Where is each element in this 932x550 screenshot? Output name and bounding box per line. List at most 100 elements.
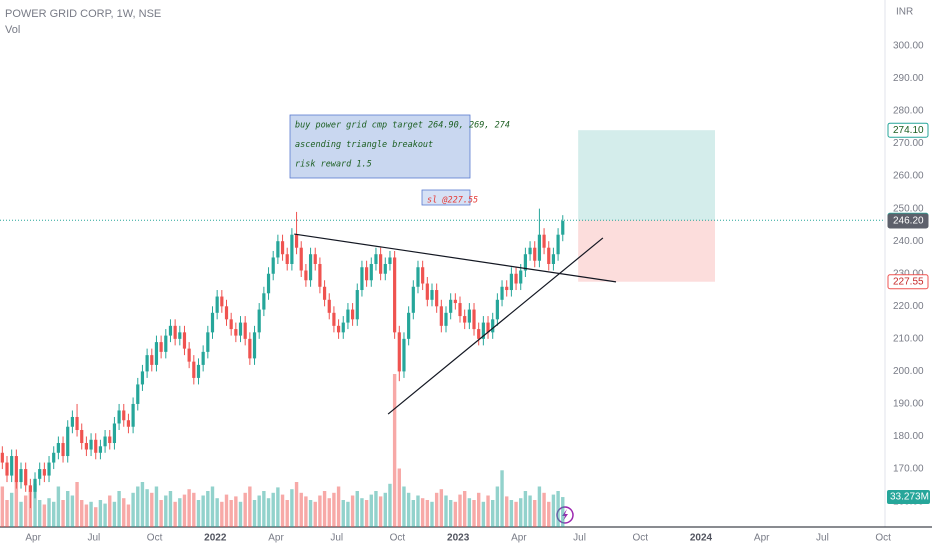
candle-body [61, 443, 65, 457]
volume-bar [262, 491, 266, 527]
annotation-text: risk reward 1.5 [295, 160, 372, 170]
candle-body [388, 257, 392, 264]
chart-title: POWER GRID CORP, 1W, NSE [5, 8, 161, 20]
volume-bar [42, 504, 47, 527]
candle-body [140, 371, 145, 385]
candle-body [42, 469, 46, 476]
candle [355, 283, 359, 326]
volume-bar [336, 486, 341, 527]
candle-body [341, 322, 345, 333]
profit-zone [578, 130, 716, 221]
volume-bar [523, 491, 528, 527]
candle-body [458, 303, 462, 317]
volume-bar [397, 468, 402, 527]
candle [491, 312, 495, 339]
x-tick-label: Jul [816, 533, 829, 544]
candle [248, 332, 252, 365]
volume-bar [486, 495, 490, 527]
candle [257, 303, 261, 339]
volume-bar [313, 501, 317, 527]
y-tick-label: 190.00 [893, 399, 924, 410]
volume-bar [547, 501, 551, 527]
candle [201, 345, 205, 372]
candle-body [299, 247, 303, 271]
candle-body [444, 312, 448, 326]
candle [192, 355, 196, 385]
candle-body [224, 306, 229, 320]
volume-bar [145, 489, 149, 527]
candle-body [122, 410, 126, 421]
volume-bar [215, 498, 219, 527]
x-tick-label: Jul [573, 533, 586, 544]
candle [112, 416, 117, 450]
volume-bar [505, 496, 509, 527]
candle [393, 250, 397, 339]
candle-body [463, 316, 467, 323]
candle-body [38, 469, 42, 479]
candle [173, 319, 177, 346]
volume-bar [299, 492, 303, 527]
volume-bar [140, 482, 145, 527]
x-tick-label: Apr [268, 533, 284, 544]
volume-bar [108, 495, 112, 527]
candle [407, 306, 411, 346]
volume-bar [322, 491, 327, 527]
candle-body [266, 273, 271, 294]
candle [131, 397, 135, 434]
candle-body [103, 436, 107, 447]
x-tick-label: 2024 [690, 533, 713, 544]
candle [168, 319, 173, 343]
volume-bar [103, 503, 107, 527]
volume-bar [89, 501, 93, 527]
volume-bar [173, 501, 177, 527]
candle-body [10, 456, 14, 476]
volume-bar [9, 492, 14, 527]
candle-body [537, 234, 542, 261]
volume-bar [355, 491, 359, 527]
candle [481, 316, 485, 346]
candle [52, 446, 56, 470]
candle [66, 420, 70, 463]
candle-body [19, 469, 23, 483]
volume-bar [206, 491, 210, 527]
candle-body [481, 322, 485, 339]
volume-bar [56, 486, 61, 527]
price-label: 274.10 [893, 125, 924, 136]
candle-body [294, 234, 299, 248]
volume-bar [248, 486, 252, 527]
volume-bar [509, 500, 514, 527]
candle-body [28, 485, 32, 492]
volume-bar [182, 494, 187, 527]
candle-body [47, 462, 51, 476]
candle-body [472, 309, 476, 330]
candle-body [374, 254, 378, 264]
candle [336, 319, 341, 339]
volume-bar [481, 501, 486, 527]
volume-label-box [887, 490, 930, 505]
candle [397, 325, 401, 382]
candle [439, 299, 443, 333]
candle-body [192, 361, 196, 378]
x-tick-label: 2022 [204, 533, 227, 544]
candle [416, 260, 420, 294]
trendline [294, 233, 617, 283]
candle [542, 228, 546, 255]
candle-body [467, 309, 471, 323]
candle-body [262, 293, 266, 310]
volume-bar [434, 492, 439, 527]
candle [514, 267, 518, 291]
volume-bar [33, 483, 37, 527]
candle [117, 403, 121, 430]
candle [126, 413, 131, 434]
candle [159, 335, 163, 359]
currency: INR [896, 7, 913, 18]
volume-bar [47, 498, 51, 527]
candle [425, 277, 429, 307]
volume-bar [360, 498, 364, 527]
candle-body [421, 267, 425, 284]
candle [435, 283, 439, 313]
volume-bar [374, 491, 378, 527]
volume-bar [556, 491, 560, 527]
volume-name: Vol [5, 24, 20, 36]
candle-body [350, 309, 355, 320]
